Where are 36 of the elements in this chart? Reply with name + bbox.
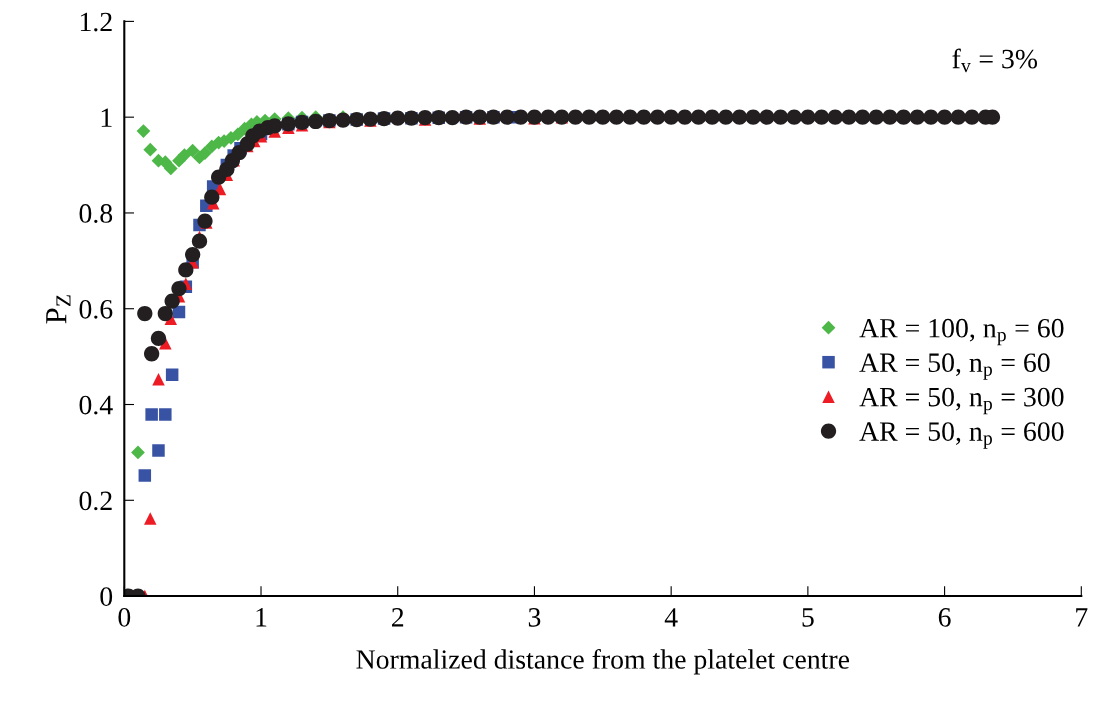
legend-label: AR = 50, n$_{p}$ = 600 xyxy=(859,422,1064,449)
legend-label: AR = 50, n$_{p}$ = 300 xyxy=(859,387,1064,415)
x-tick-label: 4 xyxy=(664,608,678,627)
point xyxy=(138,469,152,482)
y-tick-label: 0.2 xyxy=(79,491,112,511)
x-tick-label: 7 xyxy=(1076,608,1088,627)
x-tick-label: 6 xyxy=(938,608,951,627)
point xyxy=(165,368,179,382)
annotation: f$_{v}$ = 3% xyxy=(952,48,1038,73)
point xyxy=(144,512,157,525)
point xyxy=(152,372,165,386)
y-tick-label: 0.4 xyxy=(79,395,113,415)
point xyxy=(185,143,200,158)
point xyxy=(177,148,192,162)
x-tick-label: 3 xyxy=(528,608,541,627)
y-tick-label: 1 xyxy=(101,108,112,127)
x-tick-label: 0 xyxy=(118,607,131,627)
legend-label: AR = 100, n$_{p}$ = 60 xyxy=(859,318,1064,346)
x-tick-label: 2 xyxy=(392,608,404,627)
x-axis-title: Normalized distance from the platelet centre xyxy=(356,649,850,675)
point xyxy=(230,127,245,142)
point xyxy=(136,124,151,138)
y-tick-label: 0.8 xyxy=(79,204,113,223)
point xyxy=(163,161,178,176)
y-axis-title: P$_{Z}$ xyxy=(46,295,71,324)
y-tick-label: 0.6 xyxy=(79,299,113,319)
x-tick-label: 1 xyxy=(256,608,267,627)
point xyxy=(159,408,172,421)
legend-label: AR = 50, n$_{p}$ = 60 xyxy=(859,353,1050,380)
point xyxy=(143,142,158,157)
y-tick-label: 0 xyxy=(100,587,113,606)
point xyxy=(145,408,158,421)
y-tick-label: 1.2 xyxy=(80,12,112,32)
point xyxy=(152,444,165,457)
x-tick-label: 5 xyxy=(802,608,814,627)
point xyxy=(131,445,145,460)
